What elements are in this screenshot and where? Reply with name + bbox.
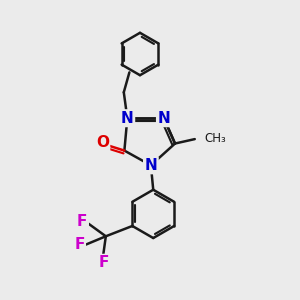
Text: O: O [96, 135, 109, 150]
Text: N: N [158, 111, 170, 126]
Text: N: N [145, 158, 157, 173]
Text: CH₃: CH₃ [205, 132, 226, 145]
Text: F: F [77, 214, 88, 229]
Text: F: F [98, 255, 109, 270]
Text: F: F [74, 237, 85, 252]
Text: N: N [121, 111, 134, 126]
